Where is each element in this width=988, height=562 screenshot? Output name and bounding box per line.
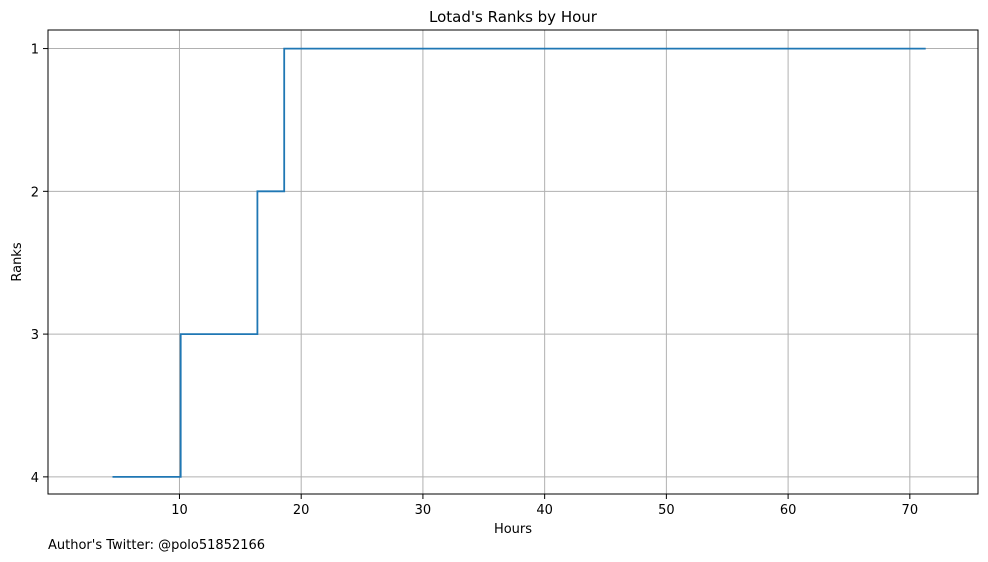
rank-step-line: [112, 47, 926, 478]
axes-frame: [47, 29, 979, 495]
grid: [48, 30, 978, 494]
x-tick-label: 10: [171, 503, 188, 518]
y-tick-label: 1: [31, 43, 39, 58]
x-tick-label: 30: [415, 503, 432, 518]
y-tick-label: 2: [31, 185, 39, 200]
y-tick-label: 3: [31, 328, 39, 343]
x-tick-label: 40: [536, 503, 553, 518]
y-axis-label: Ranks: [10, 242, 25, 281]
author-credit: Author's Twitter: @polo51852166: [48, 538, 266, 553]
chart-title: Lotad's Ranks by Hour: [429, 8, 598, 26]
x-tick-label: 70: [902, 503, 919, 518]
x-tick-label: 20: [293, 503, 310, 518]
x-tick-label: 60: [780, 503, 797, 518]
y-tick-label: 4: [31, 471, 39, 486]
x-axis-label: Hours: [494, 522, 532, 537]
plot-area: [112, 47, 926, 478]
x-tick-label: 50: [658, 503, 675, 518]
axis-ticks: 10 20 30 40 50 60 70 1 2 3 4: [31, 43, 918, 518]
